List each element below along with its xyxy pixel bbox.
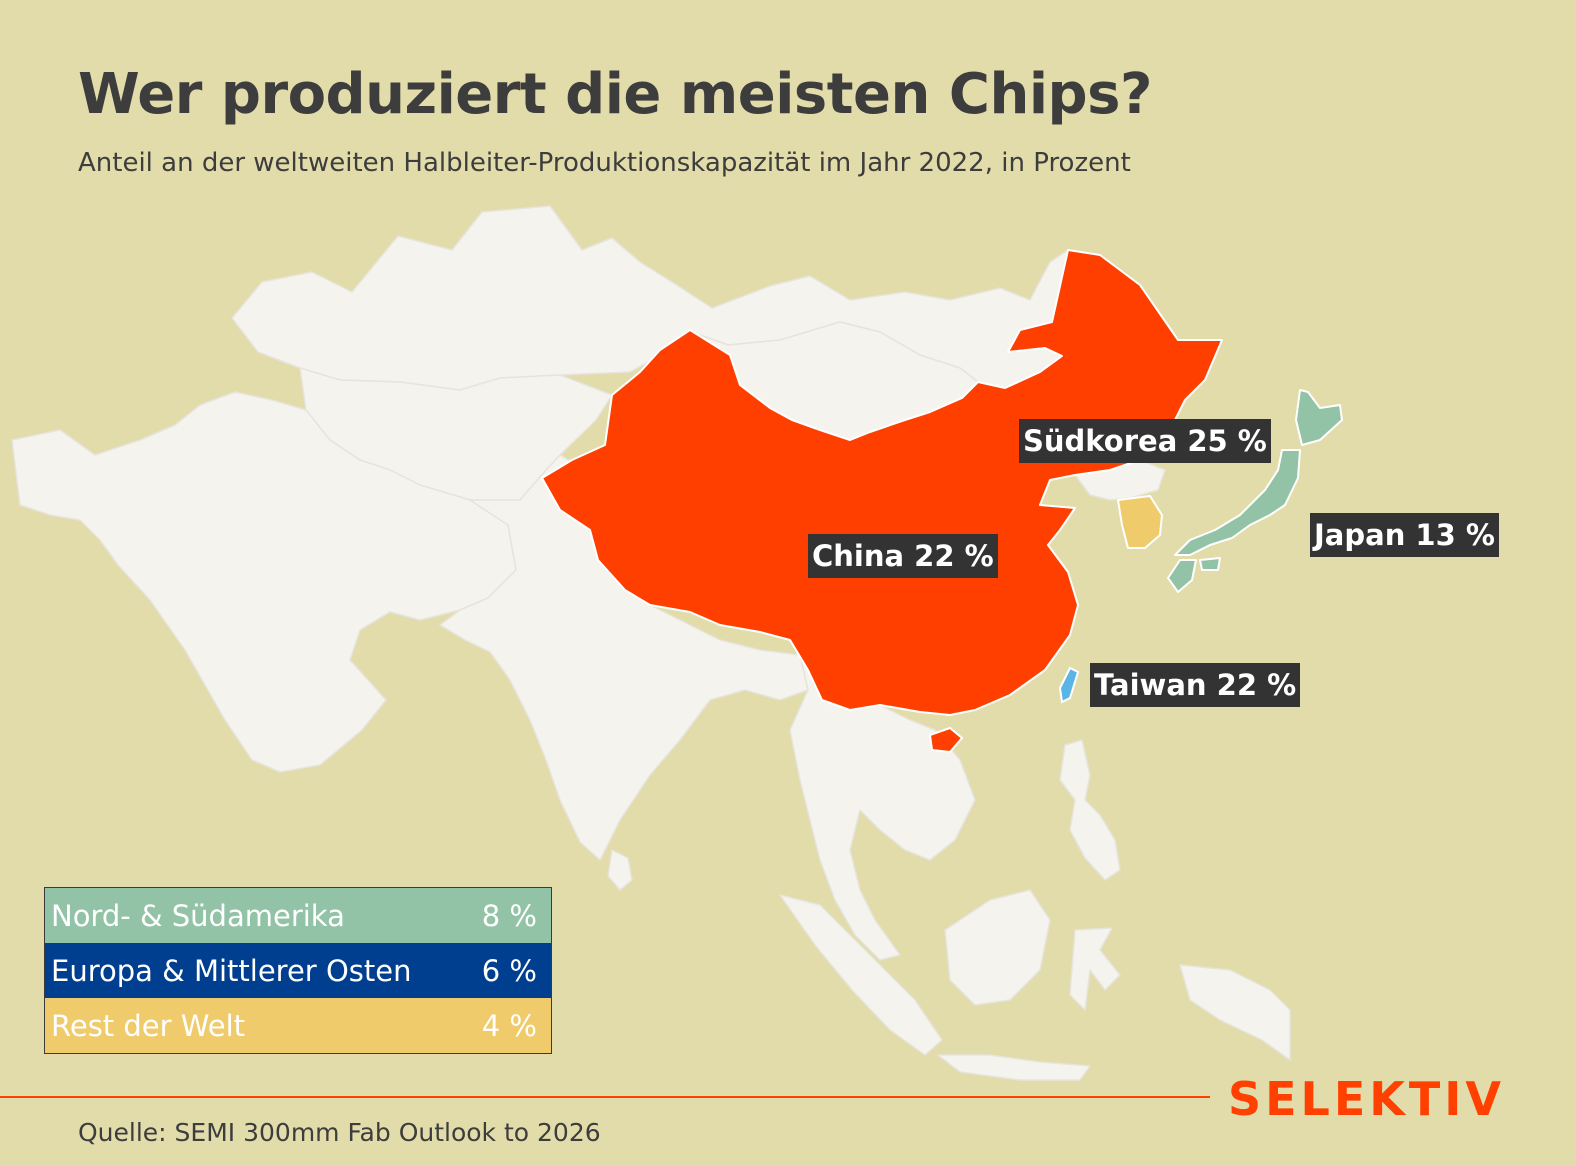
region-china [541,249,1223,716]
land-sulawesi [1069,927,1121,1011]
source-note: Quelle: SEMI 300mm Fab Outlook to 2026 [78,1118,601,1147]
page-title: Wer produziert die meisten Chips? [78,62,1152,127]
land-sumatra [779,894,943,1056]
legend-label: Rest der Welt [51,1008,246,1043]
legend-label: Europa & Mittlerer Osten [51,953,412,988]
legend-value: 8 % [481,898,537,933]
legend-row-rest: Rest der Welt 4 % [45,998,551,1053]
region-japan [1167,389,1343,593]
legend-value: 6 % [481,953,537,988]
footer-divider [0,1096,1210,1098]
region-hainan [928,726,964,754]
land-borneo [944,889,1051,1006]
land-southeast-asia [789,649,976,961]
legend-value: 4 % [481,1008,537,1043]
label-south-korea: Südkorea 25 % [1019,419,1271,463]
label-china: China 22 % [808,534,998,578]
land-middle-east [11,391,517,773]
land-sri-lanka [607,849,633,891]
legend-table: Nord- & Südamerika 8 % Europa & Mittlere… [44,887,552,1054]
page-subtitle: Anteil an der weltweiten Halbleiter-Prod… [78,148,1131,178]
region-south-korea [1117,495,1163,549]
land-java [937,1054,1091,1081]
legend-row-europe: Europa & Mittlerer Osten 6 % [45,943,551,998]
label-japan: Japan 13 % [1310,513,1499,557]
land-philippines [1059,739,1121,881]
brand-logo: SELEKTIV [1228,1072,1506,1126]
land-new-guinea [1179,964,1291,1061]
label-taiwan: Taiwan 22 % [1090,663,1301,707]
legend-label: Nord- & Südamerika [51,898,345,933]
region-taiwan [1058,666,1080,704]
legend-row-americas: Nord- & Südamerika 8 % [45,888,551,943]
